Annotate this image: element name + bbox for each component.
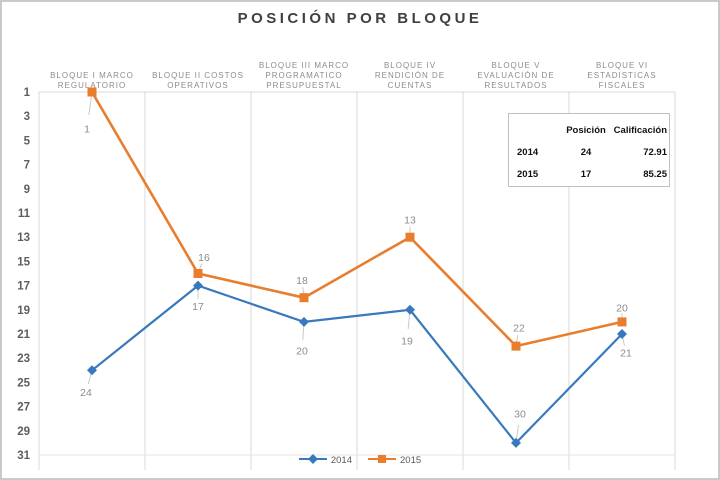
svg-text:13: 13 [404, 215, 416, 227]
svg-text:20: 20 [616, 302, 628, 314]
summary-row-year: 2014 [517, 146, 539, 158]
svg-text:1: 1 [84, 124, 90, 136]
svg-text:EVALUACIÓN DE: EVALUACIÓN DE [477, 71, 554, 80]
legend-label: 2014 [330, 455, 352, 466]
svg-text:22: 22 [513, 323, 525, 335]
summary-header-calificacion: Calificación [613, 124, 667, 136]
svg-text:29: 29 [17, 426, 30, 438]
svg-text:5: 5 [24, 135, 31, 147]
svg-text:16: 16 [198, 252, 210, 264]
svg-text:21: 21 [620, 348, 632, 360]
svg-text:REGULATORIO: REGULATORIO [58, 81, 127, 90]
svg-text:BLOQUE IV: BLOQUE IV [384, 61, 436, 70]
svg-text:PRESUPUESTAL: PRESUPUESTAL [266, 81, 341, 90]
svg-text:RENDICIÓN DE: RENDICIÓN DE [375, 71, 445, 80]
summary-row-calificacion: 72.91 [643, 146, 667, 158]
svg-text:30: 30 [514, 408, 526, 420]
svg-text:25: 25 [17, 377, 30, 389]
legend-item-2014: 2014 [298, 453, 352, 468]
summary-row-calificacion: 85.25 [643, 168, 667, 180]
svg-text:11: 11 [18, 208, 31, 220]
svg-text:7: 7 [24, 160, 30, 172]
svg-text:BLOQUE II COSTOS: BLOQUE II COSTOS [152, 71, 244, 80]
summary-table: Posición Calificación 2014 24 72.91 2015… [508, 113, 670, 187]
svg-text:13: 13 [17, 232, 30, 244]
svg-text:15: 15 [17, 256, 30, 268]
chart-title: POSICIÓN POR BLOQUE [237, 10, 483, 27]
svg-text:19: 19 [17, 305, 30, 317]
summary-row-year: 2015 [517, 168, 539, 180]
chart-legend: 2014 2015 [2, 453, 718, 468]
svg-text:17: 17 [192, 301, 204, 313]
summary-header-posicion: Posición [566, 124, 606, 136]
svg-text:27: 27 [17, 402, 30, 414]
line-diamond-marker-icon [298, 453, 327, 468]
svg-text:FISCALES: FISCALES [599, 81, 646, 90]
svg-text:BLOQUE III MARCO: BLOQUE III MARCO [259, 61, 349, 70]
svg-text:RESULTADOS: RESULTADOS [484, 81, 547, 90]
svg-text:BLOQUE VI: BLOQUE VI [596, 61, 648, 70]
svg-text:1: 1 [24, 87, 31, 99]
svg-text:19: 19 [401, 335, 413, 347]
svg-text:23: 23 [17, 353, 30, 365]
svg-text:9: 9 [24, 184, 30, 196]
legend-item-2015: 2015 [368, 453, 421, 468]
svg-text:OPERATIVOS: OPERATIVOS [167, 81, 228, 90]
svg-text:31: 31 [17, 450, 30, 462]
svg-text:BLOQUE I MARCO: BLOQUE I MARCO [50, 71, 134, 80]
svg-text:24: 24 [80, 387, 92, 399]
summary-row-posicion: 17 [580, 168, 592, 180]
svg-text:CUENTAS: CUENTAS [388, 81, 433, 90]
svg-text:ESTADISTICAS: ESTADISTICAS [587, 71, 656, 80]
svg-text:20: 20 [296, 345, 308, 357]
svg-text:3: 3 [24, 111, 30, 123]
legend-label: 2015 [400, 455, 422, 466]
svg-text:21: 21 [17, 329, 30, 341]
line-square-marker-icon [368, 453, 396, 468]
svg-text:18: 18 [296, 275, 308, 287]
svg-text:BLOQUE V: BLOQUE V [492, 61, 541, 70]
svg-text:PROGRAMATICO: PROGRAMATICO [265, 71, 342, 80]
svg-text:17: 17 [17, 281, 30, 293]
summary-row-posicion: 24 [580, 146, 592, 158]
